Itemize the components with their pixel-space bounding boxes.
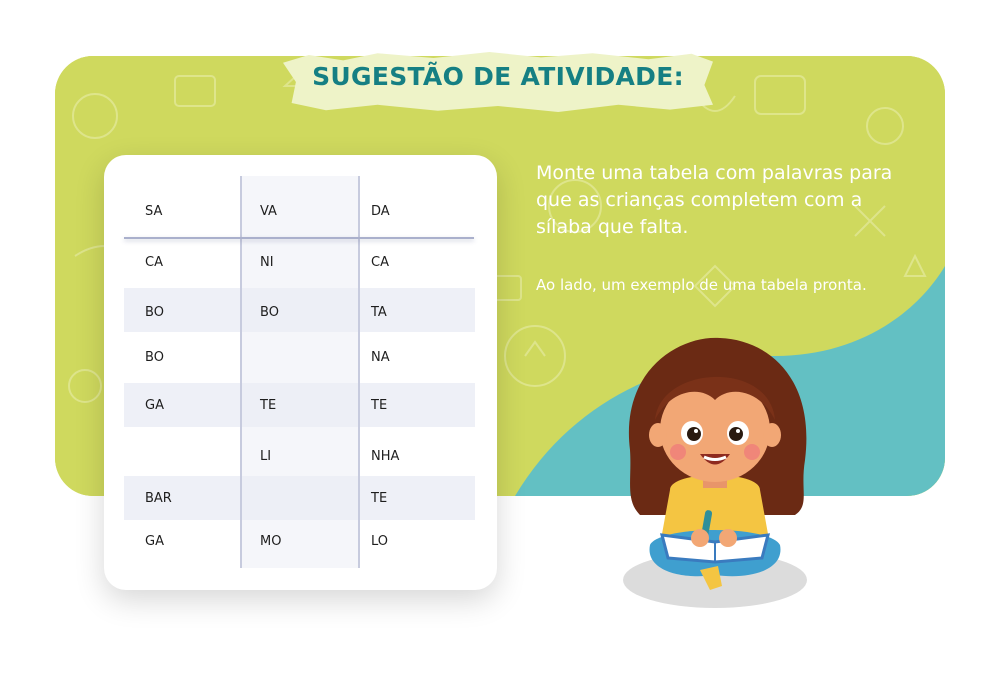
header-divider xyxy=(124,237,474,239)
table-cell-r8-c3: LO xyxy=(371,534,389,549)
table-cell-r4-c1: BO xyxy=(145,350,164,365)
table-cell-r2-c1: CA xyxy=(145,255,163,270)
column-divider xyxy=(358,176,360,568)
table-cell-r1-c2: VA xyxy=(260,204,277,219)
table-cell-r5-c2: TE xyxy=(260,398,277,413)
table-cell-r7-c1: BAR xyxy=(145,491,172,506)
table-cell-r1-c3: DA xyxy=(371,204,390,219)
column-divider xyxy=(240,176,242,568)
table-cell-r8-c1: GA xyxy=(145,534,164,549)
table-cell-r6-c3: NHA xyxy=(371,449,400,464)
middle-column-shade xyxy=(241,176,359,568)
table-cell-r5-c3: TE xyxy=(371,398,388,413)
table-cell-r3-c3: TA xyxy=(371,305,387,320)
table-cell-r7-c3: TE xyxy=(371,491,388,506)
table-cell-r2-c2: NI xyxy=(260,255,274,270)
table-cell-r3-c1: BO xyxy=(145,305,164,320)
table-cell-r1-c1: SA xyxy=(145,204,163,219)
title-tape xyxy=(283,52,713,112)
table-cell-r4-c3: NA xyxy=(371,350,390,365)
table-cell-r3-c2: BO xyxy=(260,305,279,320)
table-cell-r2-c3: CA xyxy=(371,255,389,270)
girl-reading-book-illustration xyxy=(623,337,807,608)
table-cell-r6-c2: LI xyxy=(260,449,272,464)
example-note: Ao lado, um exemplo de uma tabela pronta… xyxy=(536,276,867,294)
table-cell-r8-c2: MO xyxy=(260,534,282,549)
activity-description: Monte uma tabela com palavras para que a… xyxy=(536,162,893,238)
activity-title: SUGESTÃO DE ATIVIDADE: xyxy=(312,62,684,91)
table-cell-r5-c1: GA xyxy=(145,398,164,413)
